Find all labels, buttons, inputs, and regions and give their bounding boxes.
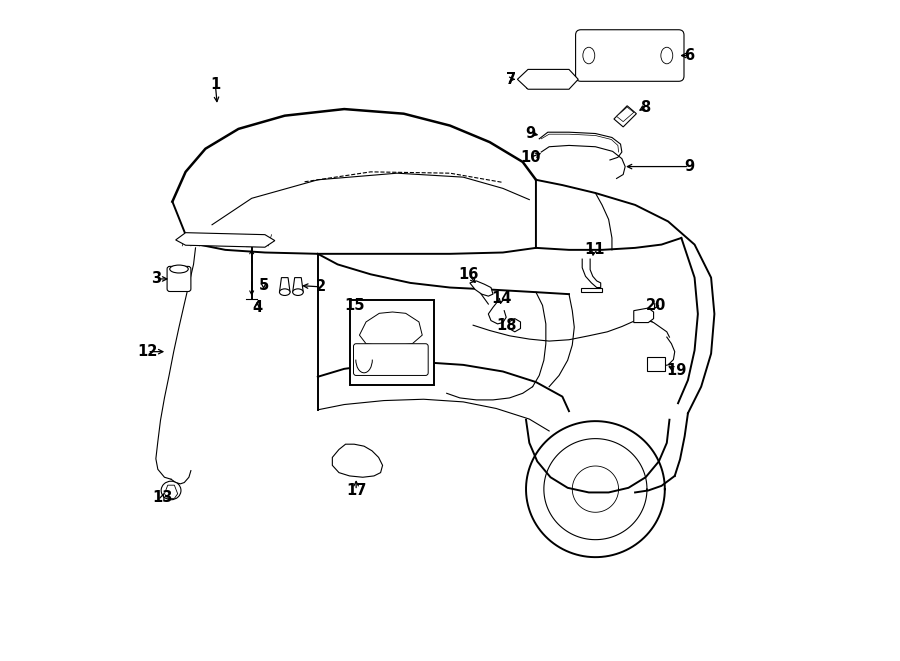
Text: 11: 11: [584, 243, 604, 257]
Text: 10: 10: [520, 150, 541, 165]
FancyBboxPatch shape: [349, 300, 434, 385]
Polygon shape: [165, 485, 177, 498]
Ellipse shape: [292, 289, 303, 295]
Polygon shape: [292, 278, 303, 292]
Text: 19: 19: [666, 363, 686, 377]
Polygon shape: [332, 444, 382, 477]
Polygon shape: [518, 69, 578, 89]
FancyBboxPatch shape: [354, 344, 428, 375]
Polygon shape: [614, 106, 636, 127]
Text: 18: 18: [496, 318, 517, 332]
FancyBboxPatch shape: [576, 30, 684, 81]
Text: 8: 8: [640, 100, 650, 114]
Text: 3: 3: [151, 272, 161, 286]
Text: 16: 16: [458, 267, 479, 282]
FancyBboxPatch shape: [167, 266, 191, 292]
Polygon shape: [470, 281, 493, 296]
Text: 9: 9: [526, 126, 536, 141]
Ellipse shape: [170, 265, 188, 273]
FancyBboxPatch shape: [647, 357, 665, 371]
Text: 4: 4: [252, 300, 262, 315]
Polygon shape: [616, 107, 634, 122]
Polygon shape: [509, 319, 520, 332]
Polygon shape: [634, 308, 653, 323]
Polygon shape: [176, 233, 274, 247]
Text: 15: 15: [344, 298, 364, 313]
Text: 12: 12: [137, 344, 157, 359]
Ellipse shape: [661, 47, 673, 64]
Polygon shape: [280, 278, 290, 292]
Text: 1: 1: [211, 77, 220, 92]
Text: 9: 9: [684, 159, 694, 174]
Text: 6: 6: [684, 48, 694, 63]
Text: 14: 14: [491, 292, 512, 306]
Text: 7: 7: [506, 72, 516, 87]
Text: 5: 5: [258, 278, 269, 293]
Polygon shape: [580, 288, 602, 292]
Polygon shape: [359, 312, 422, 346]
Ellipse shape: [583, 47, 595, 64]
Text: 2: 2: [316, 280, 326, 294]
Text: 13: 13: [152, 490, 173, 504]
Text: 20: 20: [646, 298, 666, 313]
Text: 17: 17: [346, 483, 366, 498]
Ellipse shape: [280, 289, 290, 295]
Ellipse shape: [161, 481, 181, 500]
